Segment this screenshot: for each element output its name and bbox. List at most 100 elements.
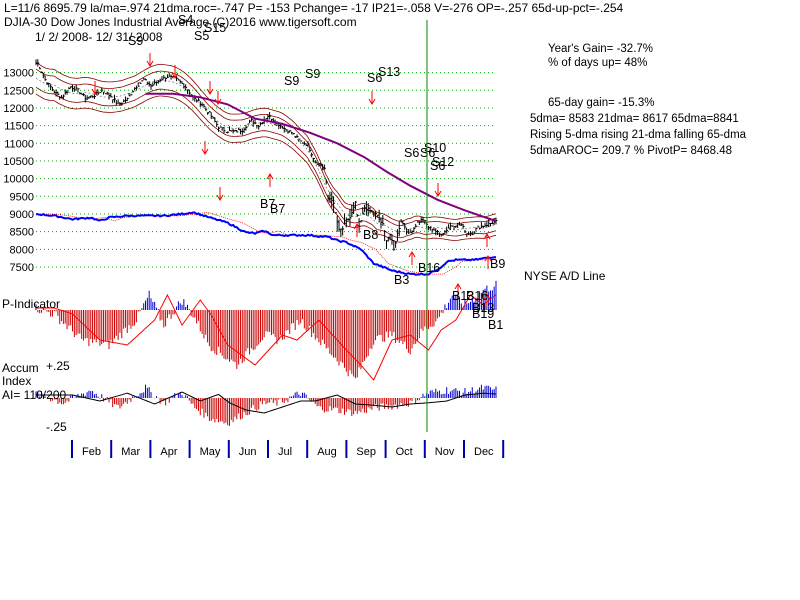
band-line xyxy=(35,86,497,238)
signal-label: B1 xyxy=(488,318,503,332)
band-line xyxy=(35,61,497,222)
y-tick-label: 9500 xyxy=(10,191,34,203)
signal-label: B19 xyxy=(472,307,494,321)
month-label: May xyxy=(200,446,221,458)
signal-label: S5 xyxy=(194,29,209,43)
signal-arrowhead xyxy=(434,190,442,197)
signal-label: B13 xyxy=(472,301,494,315)
y-tick-label: 11000 xyxy=(4,138,34,150)
signal-label: S6 xyxy=(404,146,419,160)
ad-ma-line xyxy=(36,211,497,275)
y-tick-label: 13000 xyxy=(3,68,34,80)
y-tick-label: 10000 xyxy=(3,174,34,186)
p-indicator-panel xyxy=(35,280,497,381)
signal-arrowhead xyxy=(216,194,224,201)
signal-label: B7 xyxy=(260,197,275,211)
month-label: Jul xyxy=(278,446,292,458)
ai-label: AI= 110/200 xyxy=(2,388,66,402)
band-line xyxy=(35,68,497,227)
signal-label: S6 xyxy=(367,71,382,85)
header-date-range: 1/ 2/ 2008- 12/ 31/ 2008 xyxy=(35,30,163,44)
y-tick-label: 7500 xyxy=(10,262,34,274)
signal-arrowhead xyxy=(266,173,274,180)
stat-65-day-gain: 65-day gain= -15.3% xyxy=(548,97,654,109)
y-tick-label: 8000 xyxy=(10,244,34,256)
ad-line-layer xyxy=(35,211,497,276)
stat-pct-days-up: % of days up= 48% xyxy=(548,57,647,69)
stat-dma-values: 5dma= 8583 21dma= 8617 65dma=8841 xyxy=(530,113,739,125)
signal-label: B8 xyxy=(363,228,378,242)
price-bands xyxy=(35,61,497,243)
signal-label: S6 xyxy=(430,159,445,173)
month-label: Oct xyxy=(396,446,413,458)
signal-arrowhead xyxy=(353,223,361,230)
month-axis: Feb Mar Apr May Jun Jul Aug Sep Oct Nov Dec xyxy=(71,440,505,458)
signal-label: B16 xyxy=(418,261,440,275)
signal-label: S4 xyxy=(178,13,193,27)
y-tick-label: 8500 xyxy=(10,227,34,239)
header-line1: L=11/6 8695.79 la/ma=.974 21dma.roc=-.74… xyxy=(4,1,624,15)
signal-label: S15 xyxy=(204,21,226,35)
ai-ma xyxy=(36,391,497,414)
signal-arrowhead xyxy=(408,251,416,258)
minus-25-label: -.25 xyxy=(46,420,67,434)
y-tick-label: 12000 xyxy=(3,103,34,115)
signal-arrowhead xyxy=(201,148,209,155)
y-tick-label: 12500 xyxy=(3,85,34,97)
signal-arrowhead xyxy=(483,293,491,300)
nyse-ad-line xyxy=(35,211,497,276)
accum-label: Accum xyxy=(2,361,39,375)
signal-label: B16 xyxy=(466,289,488,303)
signal-arrows xyxy=(91,53,492,307)
stat-dma-trend: Rising 5-dma rising 21-dma falling 65-dm… xyxy=(530,129,747,141)
nyse-ad-label: NYSE A/D Line xyxy=(524,269,606,283)
price-y-axis: 13000 12500 12000 11500 11000 10500 10000 9500 9… xyxy=(3,68,34,274)
month-label: Nov xyxy=(435,446,455,458)
month-label: Apr xyxy=(160,446,177,458)
month-label: Aug xyxy=(317,446,337,458)
signal-label: B7 xyxy=(270,202,285,216)
header-title: DJIA-30 Dow Jones Industrial Average (C)… xyxy=(4,15,357,29)
stat-roc-pivot: 5dmaAROC= 209.7 % PivotP= 8468.48 xyxy=(530,145,732,157)
signal-arrowhead xyxy=(206,88,214,95)
y-tick-label: 11500 xyxy=(4,121,34,133)
signal-arrowhead xyxy=(171,72,179,79)
month-label: Dec xyxy=(474,446,494,458)
band-line xyxy=(35,93,497,243)
p-indicator-ma xyxy=(36,293,497,381)
y-tick-label: 10500 xyxy=(3,156,34,168)
signal-label: B3 xyxy=(394,273,409,287)
price-grid xyxy=(36,72,496,268)
signal-arrowhead xyxy=(484,255,492,262)
month-label: Mar xyxy=(121,446,140,458)
signal-label: S9 xyxy=(284,74,299,88)
signal-arrowhead xyxy=(214,98,222,105)
p-indicator-label: P-Indicator xyxy=(2,297,60,311)
signal-label: S13 xyxy=(378,65,400,79)
band-midline xyxy=(35,77,497,232)
signal-arrowhead xyxy=(91,88,99,95)
signal-label: B13 xyxy=(452,289,474,303)
index-label: Index xyxy=(2,374,31,388)
signal-arrowhead xyxy=(146,60,154,67)
signal-arrowhead xyxy=(368,98,376,105)
month-label: Sep xyxy=(356,446,376,458)
signal-arrowhead xyxy=(454,283,462,290)
signal-label: B9 xyxy=(490,257,505,271)
month-label: Jun xyxy=(239,446,257,458)
month-label: Feb xyxy=(82,446,101,458)
y-tick-label: 9000 xyxy=(10,209,34,221)
signal-label: S10 xyxy=(424,141,446,155)
signal-arrowhead xyxy=(483,233,491,240)
plus-25-label: +.25 xyxy=(46,359,70,373)
signal-label: S12 xyxy=(432,155,454,169)
ma65-layer xyxy=(145,92,497,223)
signal-label: S9 xyxy=(128,34,143,48)
signal-label: S6 xyxy=(420,146,435,160)
ma65-line xyxy=(145,92,497,223)
stat-years-gain: Year's Gain= -32.7% xyxy=(548,43,653,55)
signal-label: S9 xyxy=(305,67,320,81)
accum-index-panel xyxy=(35,384,497,426)
